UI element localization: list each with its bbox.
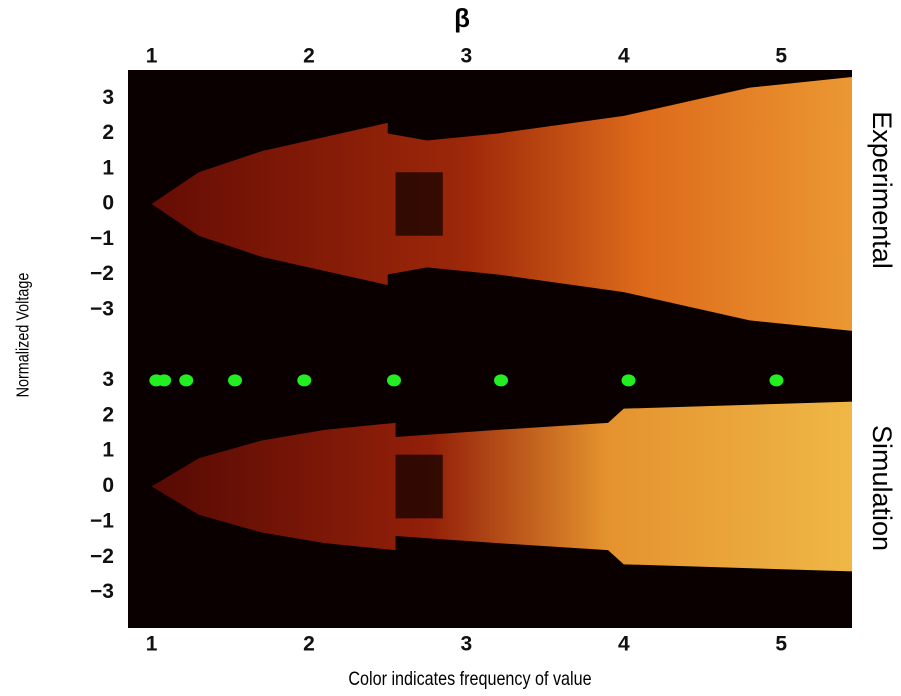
data-point: [769, 374, 784, 387]
data-point: [386, 374, 401, 387]
x-tick-label: 3: [461, 45, 473, 68]
y-axis-label: Normalized Voltage: [13, 273, 33, 398]
panel-label: Simulation: [867, 425, 897, 551]
y-tick-label: 3: [102, 86, 114, 109]
panel-label: Experimental: [867, 111, 897, 269]
x-tick-label: 1: [146, 45, 158, 68]
y-tick-label: −2: [90, 262, 114, 285]
data-point: [621, 374, 636, 387]
density-region: [151, 401, 852, 572]
y-tick-label: −2: [90, 545, 114, 568]
density-core: [395, 172, 443, 236]
x-tick-label: 4: [618, 633, 630, 656]
y-tick-label: 0: [102, 192, 114, 215]
y-tick-label: 1: [102, 439, 114, 462]
x-axis-label: Color indicates frequency of value: [348, 668, 591, 690]
x-tick-label: 1: [146, 633, 158, 656]
data-point: [494, 374, 509, 387]
y-tick-label: −1: [90, 509, 114, 532]
x-tick-label: 2: [303, 633, 315, 656]
x-tick-label: 3: [461, 633, 473, 656]
y-tick-label: 2: [102, 121, 114, 144]
data-point: [297, 374, 312, 387]
y-tick-label: 2: [102, 403, 114, 426]
density-region: [151, 77, 852, 331]
x-axis-title: β: [454, 3, 470, 33]
y-tick-label: −1: [90, 227, 114, 250]
density-core: [395, 454, 443, 519]
y-tick-label: 1: [102, 156, 114, 179]
y-tick-label: 0: [102, 474, 114, 497]
x-tick-label: 2: [303, 45, 315, 68]
x-tick-label: 5: [775, 45, 787, 68]
y-tick-label: −3: [90, 580, 114, 603]
x-tick-label: 5: [775, 633, 787, 656]
y-tick-label: 3: [102, 368, 114, 391]
y-tick-label: −3: [90, 297, 114, 320]
data-point: [179, 374, 194, 387]
x-tick-label: 4: [618, 45, 630, 68]
data-point: [228, 374, 243, 387]
data-point: [157, 374, 172, 387]
